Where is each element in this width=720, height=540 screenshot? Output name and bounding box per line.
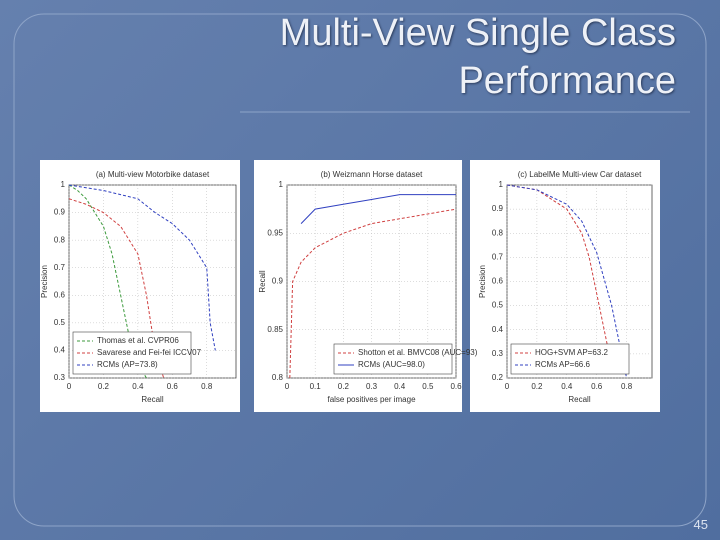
x-tick-label: 0.6 [167, 382, 179, 391]
chart-title: (a) Multi-view Motorbike dataset [96, 170, 210, 179]
legend-label: Thomas et al. CVPR06 [97, 336, 179, 345]
x-tick-label: 0.2 [98, 382, 110, 391]
y-tick-label: 1 [499, 180, 504, 189]
x-tick-label: 0.6 [450, 382, 462, 391]
y-axis-label: Precision [40, 265, 49, 298]
x-tick-label: 0.1 [310, 382, 322, 391]
page-number: 45 [693, 517, 708, 532]
legend-label: HOG+SVM AP=63.2 [535, 348, 608, 357]
series-line [506, 184, 613, 367]
x-tick-label: 0 [67, 382, 72, 391]
x-tick-label: 0.4 [132, 382, 144, 391]
y-tick-label: 0.9 [272, 277, 284, 286]
legend-label: RCMs (AUC=98.0) [358, 360, 425, 369]
y-tick-label: 0.9 [54, 208, 66, 217]
slide-frame [13, 13, 707, 527]
legend-label: RCMs AP=66.6 [535, 360, 590, 369]
x-tick-label: 0 [505, 382, 510, 391]
x-axis-label: Recall [568, 395, 590, 404]
x-tick-label: 0.5 [422, 382, 434, 391]
y-tick-label: 0.5 [492, 301, 504, 310]
y-tick-label: 0.6 [54, 290, 66, 299]
x-tick-label: 0.4 [394, 382, 406, 391]
series-line [68, 184, 216, 351]
y-tick-label: 0.3 [492, 349, 504, 358]
y-tick-label: 0.2 [492, 373, 504, 382]
legend-box [333, 343, 453, 375]
x-tick-label: 0.8 [621, 382, 633, 391]
y-tick-label: 0.4 [54, 346, 66, 355]
y-tick-label: 0.4 [492, 325, 504, 334]
y-tick-label: 1 [61, 180, 66, 189]
slide-title: Multi-View Single Class [279, 12, 676, 54]
y-tick-label: 0.85 [267, 325, 283, 334]
x-tick-label: 0.6 [591, 382, 603, 391]
y-tick-label: 0.8 [272, 373, 284, 382]
series-line [300, 194, 456, 224]
chart-title: (c) LabelMe Multi-view Car dataset [518, 170, 642, 179]
chart-title: (b) Weizmann Horse dataset [321, 170, 423, 179]
y-tick-label: 0.6 [492, 277, 504, 286]
x-axis-label: Recall [141, 395, 163, 404]
y-axis-label: Recall [258, 270, 267, 292]
series-line [289, 208, 457, 379]
x-tick-label: 0.2 [338, 382, 350, 391]
x-axis-label: false positives per image [327, 395, 416, 404]
y-tick-label: 0.3 [54, 373, 66, 382]
y-tick-label: 0.7 [54, 263, 66, 272]
y-tick-label: 0.8 [492, 228, 504, 237]
y-tick-label: 0.8 [54, 235, 66, 244]
y-tick-label: 0.7 [492, 252, 504, 261]
legend-label: Savarese and Fei-fei ICCV07 [97, 348, 202, 357]
y-tick-label: 1 [279, 180, 284, 189]
x-tick-label: 0.3 [366, 382, 378, 391]
slide-title: Performance [458, 60, 676, 102]
legend-label: Shotton et al. BMVC08 (AUC=93) [358, 348, 478, 357]
x-tick-label: 0 [285, 382, 290, 391]
y-tick-label: 0.95 [267, 228, 283, 237]
x-tick-label: 0.2 [531, 382, 543, 391]
series-line [506, 184, 628, 379]
y-tick-label: 0.5 [54, 318, 66, 327]
x-tick-label: 0.8 [201, 382, 213, 391]
y-axis-label: Precision [478, 265, 487, 298]
legend-label: RCMs (AP=73.8) [97, 360, 158, 369]
legend-box [510, 343, 630, 375]
y-tick-label: 0.9 [492, 204, 504, 213]
x-tick-label: 0.4 [561, 382, 573, 391]
